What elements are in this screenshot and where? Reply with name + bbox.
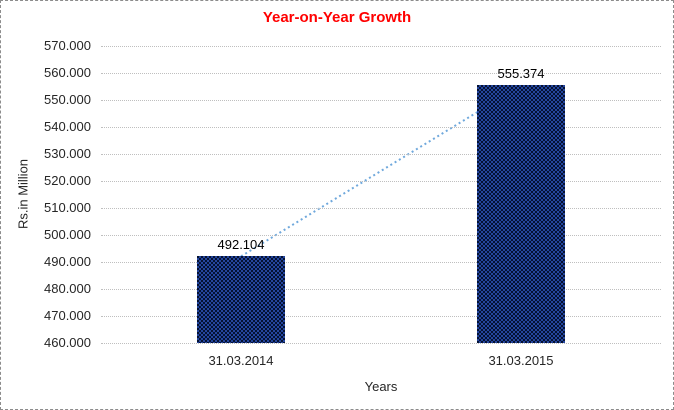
gridline: [101, 154, 661, 155]
y-axis-tick-label: 560.000: [44, 65, 91, 80]
trendline: [240, 84, 522, 258]
x-axis-title: Years: [364, 379, 398, 394]
bar-value-label: 492.104: [217, 237, 265, 253]
gridline: [101, 46, 661, 47]
gridline: [101, 73, 661, 74]
y-axis-tick-label: 510.000: [44, 200, 91, 215]
gridline: [101, 208, 661, 209]
y-axis-title: Rs.in Million: [15, 158, 31, 230]
y-axis-tick-label: 530.000: [44, 146, 91, 161]
gridline: [101, 100, 661, 101]
y-axis-tick-label: 480.000: [44, 281, 91, 296]
bar-value-label: 555.374: [497, 66, 545, 82]
gridline: [101, 316, 661, 317]
plot-area: [101, 46, 661, 344]
gridline: [101, 262, 661, 263]
y-axis-tick-label: 460.000: [44, 335, 91, 350]
chart-title: Year-on-Year Growth: [262, 9, 412, 26]
y-axis-tick-label: 550.000: [44, 92, 91, 107]
bar: [477, 85, 565, 343]
x-axis-tick-label: 31.03.2014: [208, 353, 274, 368]
gridline: [101, 289, 661, 290]
bar: [197, 256, 285, 343]
x-axis-tick-label: 31.03.2015: [488, 353, 554, 368]
y-axis-tick-label: 520.000: [44, 173, 91, 188]
gridline: [101, 343, 661, 344]
y-axis-tick-label: 570.000: [44, 38, 91, 53]
gridline: [101, 235, 661, 236]
y-axis-tick-label: 500.000: [44, 227, 91, 242]
gridline: [101, 127, 661, 128]
y-axis-tick-label: 490.000: [44, 254, 91, 269]
gridline: [101, 181, 661, 182]
y-axis-tick-label: 470.000: [44, 308, 91, 323]
y-axis-tick-label: 540.000: [44, 119, 91, 134]
